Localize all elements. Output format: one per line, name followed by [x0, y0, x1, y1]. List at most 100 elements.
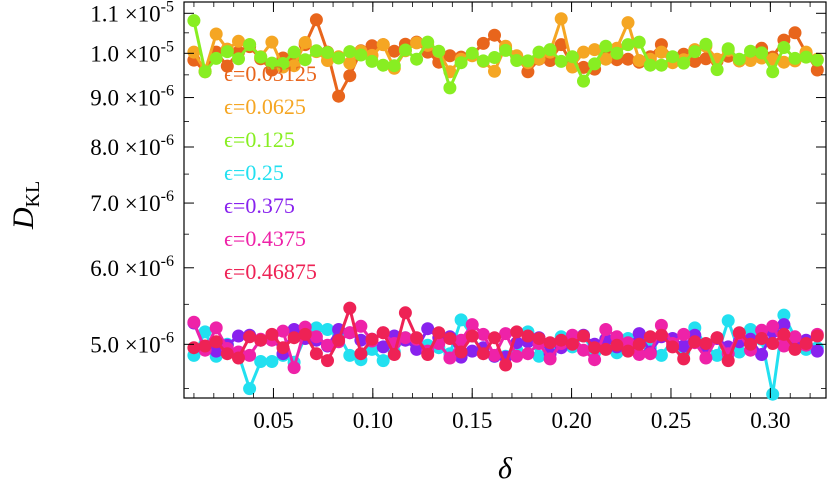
y-axis-label: DKL: [7, 181, 44, 230]
data-point: [387, 348, 401, 361]
data-point: [343, 301, 357, 315]
data-point: [309, 330, 323, 344]
data-point: [632, 327, 646, 341]
data-point: [788, 342, 802, 356]
data-point: [488, 64, 501, 78]
data-point: [332, 333, 346, 347]
data-point: [376, 58, 390, 72]
data-point: [599, 39, 613, 53]
data-point: [777, 55, 791, 69]
data-point: [187, 341, 201, 355]
data-point: [788, 330, 802, 344]
data-point: [510, 349, 524, 363]
legend-entry: ϵ=0.0625: [224, 94, 306, 119]
data-point: [443, 332, 457, 345]
data-point: [577, 74, 590, 88]
y-tick-label: 9.0 ×10-6: [90, 83, 174, 111]
data-point: [488, 28, 501, 42]
data-point: [476, 54, 490, 68]
data-point: [588, 353, 602, 367]
data-point: [777, 308, 791, 322]
data-point: [777, 41, 791, 54]
data-point: [677, 339, 691, 353]
data-point: [732, 326, 746, 340]
y-tick-label: 1.0 ×10-5: [90, 38, 174, 66]
data-point: [744, 54, 757, 67]
data-point: [276, 324, 290, 338]
data-point: [621, 52, 635, 66]
data-point: [465, 344, 479, 358]
data-point: [610, 338, 624, 352]
data-point: [465, 329, 479, 343]
data-point: [554, 333, 568, 347]
data-point: [232, 351, 245, 365]
legend: ϵ=0.03125 ϵ=0.0625 ϵ=0.125 ϵ=0.25 ϵ=0.375 ϵ=0…: [224, 61, 317, 284]
data-point: [443, 49, 457, 63]
data-point: [321, 323, 334, 336]
data-point: [354, 319, 368, 333]
data-point: [232, 52, 245, 66]
data-point: [287, 45, 301, 59]
data-point: [343, 45, 357, 59]
x-tick-label: 0.10: [353, 408, 393, 433]
data-point: [699, 52, 713, 66]
data-point: [643, 58, 657, 72]
data-point: [532, 45, 546, 59]
data-point: [421, 348, 435, 361]
data-point: [198, 339, 212, 353]
data-point: [744, 44, 757, 58]
data-point: [577, 329, 590, 343]
data-point: [332, 89, 346, 103]
data-point: [554, 12, 568, 26]
data-point: [476, 36, 490, 50]
data-point: [443, 81, 457, 95]
data-point: [309, 13, 323, 27]
data-point: [565, 337, 579, 351]
data-point: [343, 69, 357, 83]
data-point: [376, 354, 390, 368]
data-point: [276, 57, 290, 70]
data-point: [710, 331, 724, 345]
data-point: [588, 43, 602, 57]
data-point: [343, 348, 357, 362]
data-point: [543, 352, 557, 366]
data-point: [599, 52, 613, 66]
ticks-layer: 0.05 0.10 0.15 0.20 0.25 0.30 5.0 ×10-6 6.0 ×10…: [90, 0, 826, 433]
data-point: [766, 65, 780, 79]
data-point: [321, 338, 334, 352]
data-point: [365, 54, 379, 68]
data-point: [287, 59, 301, 73]
y-tick-label: 6.0 ×10-6: [90, 253, 174, 281]
data-point: [476, 327, 490, 341]
data-point: [654, 328, 668, 342]
data-point: [810, 344, 824, 358]
data-point: [543, 43, 557, 57]
data-point: [810, 329, 824, 343]
data-point: [209, 51, 223, 65]
data-point: [309, 44, 323, 58]
data-point: [677, 352, 691, 366]
data-point: [443, 351, 457, 365]
data-point: [777, 339, 791, 353]
data-point: [220, 59, 234, 73]
data-point: [777, 327, 791, 341]
data-point: [744, 323, 757, 336]
data-point: [298, 53, 312, 67]
data-point: [465, 318, 479, 332]
data-point: [554, 54, 568, 68]
data-point: [198, 325, 212, 339]
data-point: [321, 46, 334, 59]
y-axis-label-sub: KL: [22, 181, 44, 208]
data-point: [198, 65, 212, 79]
y-tick-label: 7.0 ×10-6: [90, 188, 174, 216]
data-point: [287, 331, 301, 345]
data-point: [454, 345, 468, 359]
data-point: [521, 65, 535, 79]
data-point: [465, 46, 479, 60]
data-point: [209, 344, 223, 358]
data-point: [410, 52, 424, 66]
data-point: [187, 14, 201, 28]
data-point: [632, 337, 646, 351]
data-point: [732, 345, 746, 359]
